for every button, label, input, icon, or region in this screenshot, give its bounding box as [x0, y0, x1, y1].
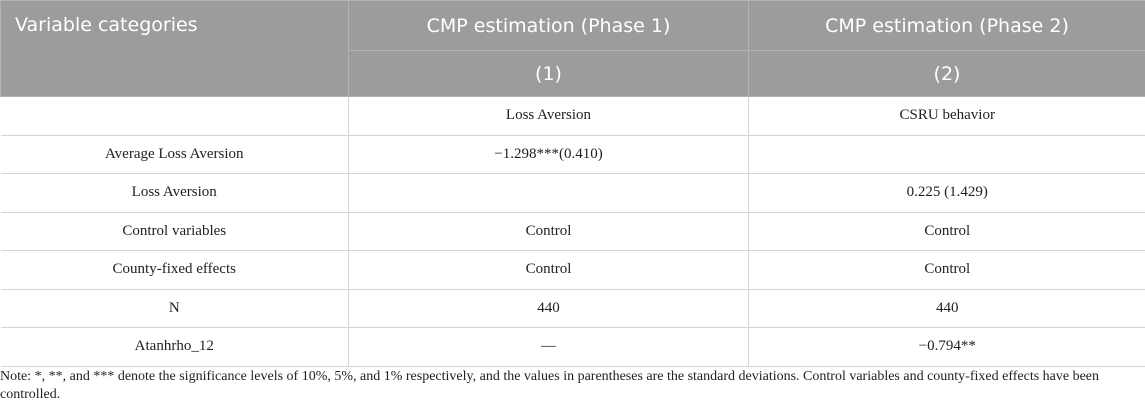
- table-cell: Loss Aversion: [348, 96, 749, 136]
- table-cell: County-fixed effects: [0, 250, 349, 290]
- table-cell: [0, 96, 349, 136]
- table-note: Note: *, **, and *** denote the signific…: [0, 369, 1100, 402]
- results-table: Variable categories CMP estimation (Phas…: [0, 0, 1145, 367]
- table-row: Control variables Control Control: [0, 211, 1145, 251]
- table-row: Loss Aversion CSRU behavior: [0, 96, 1145, 136]
- table-cell: Control: [348, 250, 749, 290]
- table-row: N 440 440: [0, 288, 1145, 328]
- table-cell: Control variables: [0, 211, 349, 251]
- header-model-2: (2): [748, 50, 1145, 97]
- header-subrow: (1) (2): [1, 50, 1145, 97]
- header-phase-1: CMP estimation (Phase 1): [348, 0, 749, 51]
- header-row: Variable categories CMP estimation (Phas…: [0, 0, 1145, 97]
- table-cell: Control: [748, 211, 1145, 251]
- table-row: County-fixed effects Control Control: [0, 250, 1145, 290]
- table-row: Atanhrho_12 — −0.794**: [0, 327, 1145, 367]
- table-cell: 0.225 (1.429): [748, 173, 1145, 213]
- table-cell: [348, 173, 749, 213]
- table-cell: Control: [748, 250, 1145, 290]
- header-model-1: (1): [348, 50, 749, 97]
- table-cell: 440: [748, 288, 1145, 328]
- table-row: Loss Aversion 0.225 (1.429): [0, 173, 1145, 213]
- table-cell: CSRU behavior: [748, 96, 1145, 136]
- table-cell: −1.298***(0.410): [348, 134, 749, 174]
- header-phase-2: CMP estimation (Phase 2): [748, 0, 1145, 51]
- table-body: Loss Aversion CSRU behavior Average Loss…: [0, 96, 1145, 367]
- table-cell: Atanhrho_12: [0, 327, 349, 367]
- table-cell: Average Loss Aversion: [0, 134, 349, 174]
- table-header: Variable categories CMP estimation (Phas…: [0, 0, 1145, 97]
- table-row: Average Loss Aversion −1.298***(0.410): [0, 134, 1145, 174]
- table-cell: N: [0, 288, 349, 328]
- table-cell: —: [348, 327, 749, 367]
- table-cell: [748, 134, 1145, 174]
- table-cell: −0.794**: [748, 327, 1145, 367]
- table-cell: Loss Aversion: [0, 173, 349, 213]
- table-cell: 440: [348, 288, 749, 328]
- header-variable-categories: Variable categories: [0, 0, 349, 97]
- table-cell: Control: [348, 211, 749, 251]
